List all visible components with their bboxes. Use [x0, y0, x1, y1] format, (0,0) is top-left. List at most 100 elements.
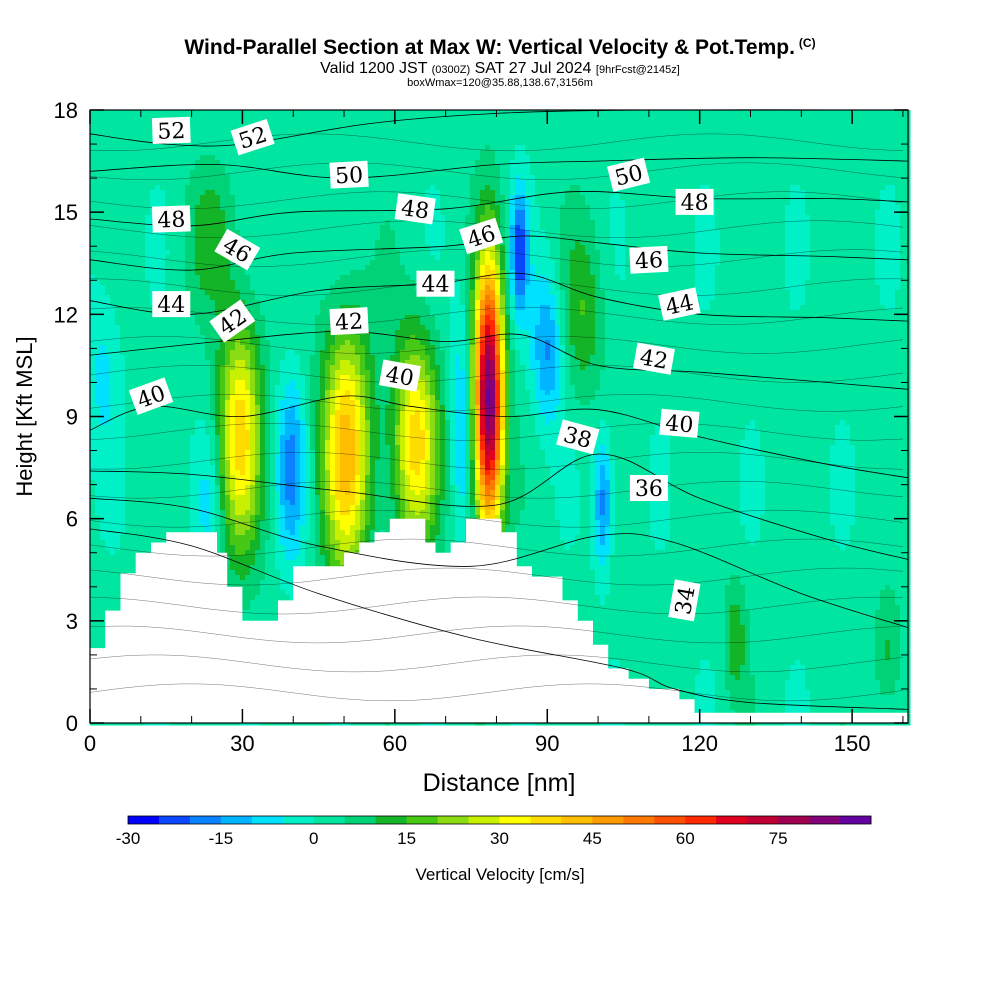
velocity-cell — [140, 285, 146, 291]
velocity-cell — [225, 345, 231, 351]
velocity-cell — [260, 390, 266, 396]
velocity-cell — [145, 295, 151, 301]
velocity-cell — [140, 445, 146, 451]
velocity-cell — [285, 130, 291, 136]
velocity-cell — [255, 180, 261, 186]
velocity-cell — [100, 535, 106, 541]
velocity-cell — [125, 235, 131, 241]
velocity-cell — [275, 360, 281, 366]
velocity-cell — [250, 540, 256, 546]
velocity-cell — [130, 210, 136, 216]
velocity-cell — [190, 125, 196, 131]
velocity-cell — [260, 145, 266, 151]
velocity-cell — [105, 130, 111, 136]
velocity-cell — [255, 375, 261, 381]
velocity-cell — [245, 430, 251, 436]
velocity-cell — [290, 365, 296, 371]
velocity-cell — [205, 335, 211, 341]
velocity-cell — [125, 480, 131, 486]
velocity-cell — [270, 255, 276, 261]
velocity-cell — [285, 590, 291, 596]
velocity-cell — [270, 340, 276, 346]
velocity-cell — [105, 165, 111, 171]
velocity-cell — [250, 350, 256, 356]
velocity-cell — [205, 180, 211, 186]
velocity-cell — [230, 405, 236, 411]
velocity-cell — [260, 535, 266, 541]
velocity-cell — [270, 405, 276, 411]
velocity-cell — [245, 510, 251, 516]
velocity-cell — [145, 490, 151, 496]
velocity-cell — [195, 125, 201, 131]
velocity-cell — [285, 390, 291, 396]
velocity-cell — [250, 260, 256, 266]
velocity-cell — [260, 465, 266, 471]
velocity-cell — [105, 170, 111, 176]
velocity-cell — [240, 395, 246, 401]
velocity-cell — [260, 470, 266, 476]
velocity-cell — [240, 455, 246, 461]
velocity-cell — [115, 420, 121, 426]
velocity-cell — [95, 385, 101, 391]
velocity-cell — [220, 300, 226, 306]
velocity-cell — [105, 315, 111, 321]
velocity-cell — [290, 290, 296, 296]
velocity-cell — [285, 155, 291, 161]
velocity-cell — [200, 230, 206, 236]
velocity-cell — [105, 440, 111, 446]
velocity-cell — [150, 180, 156, 186]
velocity-cell — [220, 420, 226, 426]
velocity-cell — [135, 515, 141, 521]
velocity-cell — [215, 420, 221, 426]
velocity-cell — [185, 440, 191, 446]
velocity-cell — [230, 525, 236, 531]
velocity-cell — [260, 550, 266, 556]
velocity-cell — [270, 460, 276, 466]
velocity-cell — [205, 390, 211, 396]
velocity-cell — [285, 435, 291, 441]
velocity-cell — [270, 450, 276, 456]
velocity-cell — [135, 475, 141, 481]
velocity-cell — [250, 530, 256, 536]
velocity-cell — [150, 520, 156, 526]
velocity-cell — [270, 500, 276, 506]
velocity-cell — [110, 205, 116, 211]
velocity-cell — [180, 495, 186, 501]
velocity-cell — [285, 255, 291, 261]
velocity-cell — [275, 160, 281, 166]
velocity-cell — [240, 410, 246, 416]
velocity-cell — [255, 470, 261, 476]
velocity-cell — [230, 345, 236, 351]
velocity-cell — [115, 340, 121, 346]
velocity-cell — [130, 350, 136, 356]
velocity-cell — [90, 460, 96, 466]
velocity-cell — [270, 330, 276, 336]
velocity-cell — [105, 580, 111, 586]
velocity-cell — [135, 135, 141, 141]
velocity-cell — [90, 285, 96, 291]
velocity-cell — [275, 135, 281, 141]
velocity-cell — [165, 245, 171, 251]
velocity-cell — [275, 505, 281, 511]
velocity-cell — [255, 215, 261, 221]
velocity-cell — [145, 165, 151, 171]
velocity-cell — [220, 215, 226, 221]
velocity-cell — [100, 205, 106, 211]
velocity-cell — [255, 415, 261, 421]
velocity-cell — [265, 600, 271, 606]
velocity-cell — [190, 240, 196, 246]
velocity-cell — [240, 475, 246, 481]
velocity-cell — [125, 540, 131, 546]
velocity-cell — [140, 160, 146, 166]
velocity-cell — [165, 365, 171, 371]
velocity-cell — [155, 275, 161, 281]
velocity-cell — [190, 215, 196, 221]
velocity-cell — [255, 185, 261, 191]
velocity-cell — [125, 475, 131, 481]
velocity-cell — [210, 260, 216, 266]
velocity-cell — [255, 500, 261, 506]
velocity-cell — [265, 555, 271, 561]
velocity-cell — [155, 200, 161, 206]
velocity-cell — [275, 445, 281, 451]
velocity-cell — [95, 530, 101, 536]
